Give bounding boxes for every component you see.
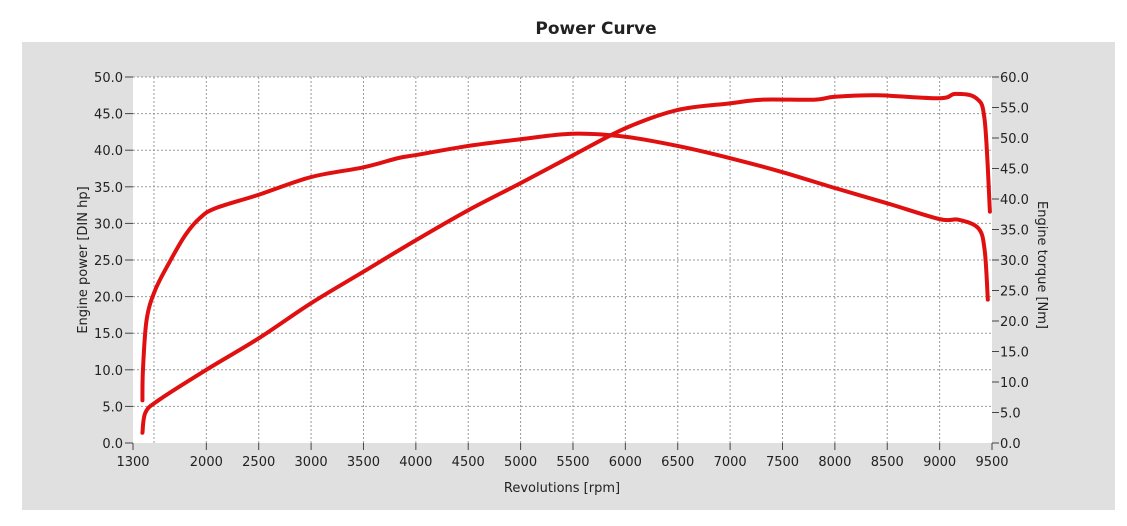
y-tick-label-left: 20.0	[94, 291, 123, 306]
x-tick-label: 7500	[766, 455, 799, 470]
y-tick-label-right: 0.0	[1000, 437, 1021, 452]
axes: 0.0 5.0 10.0 15.0 20.0 25.0 30.0 35.0 40.0 45.0 50…	[94, 71, 1029, 470]
x-tick-label: 2000	[190, 455, 223, 470]
y-tick-label-right: 50.0	[1000, 132, 1029, 147]
x-tick-label: 7000	[714, 455, 747, 470]
x-tick-label: 4500	[452, 455, 485, 470]
x-tick-label: 6000	[609, 455, 642, 470]
y-tick-label-right: 60.0	[1000, 71, 1029, 86]
y-tick-label-left: 15.0	[94, 327, 123, 342]
y-tick-label-right: 5.0	[1000, 407, 1021, 422]
y-tick-label-left: 45.0	[94, 108, 123, 123]
y-tick-label-right: 10.0	[1000, 376, 1029, 391]
x-tick-label: 6500	[661, 455, 694, 470]
x-tick-label: 5000	[504, 455, 537, 470]
engine-torque-line	[140, 131, 990, 403]
engine-power-line	[140, 91, 992, 435]
x-tick-label: 9000	[923, 455, 956, 470]
x-tick-label: 5500	[556, 455, 589, 470]
x-tick-label: 3500	[347, 455, 380, 470]
y-tick-label-left: 35.0	[94, 181, 123, 196]
y-tick-label-right: 35.0	[1000, 224, 1029, 239]
y-tick-label-left: 0.0	[102, 437, 123, 452]
series-group	[140, 91, 992, 435]
x-tick-label: 9500	[975, 455, 1008, 470]
y-tick-label-left: 50.0	[94, 71, 123, 86]
y-tick-label-left: 40.0	[94, 144, 123, 159]
y-tick-label-left: 10.0	[94, 364, 123, 379]
x-tick-label: 8500	[871, 455, 904, 470]
y-tick-label-left: 5.0	[102, 400, 123, 415]
y-axis-label-right: Engine torque [Nm]	[1034, 201, 1049, 329]
y-tick-label-right: 45.0	[1000, 163, 1029, 178]
y-tick-label-right: 30.0	[1000, 254, 1029, 269]
x-tick-label: 2500	[242, 455, 275, 470]
x-tick-label: 1300	[116, 455, 149, 470]
y-axis-label-left: Engine power [DIN hp]	[76, 186, 91, 333]
x-tick-label: 8000	[818, 455, 851, 470]
x-tick-label: 4000	[399, 455, 432, 470]
y-tick-label-right: 55.0	[1000, 102, 1029, 117]
y-tick-label-right: 40.0	[1000, 193, 1029, 208]
grid	[133, 76, 992, 443]
y-tick-label-right: 15.0	[1000, 346, 1029, 361]
y-tick-label-left: 25.0	[94, 254, 123, 269]
y-tick-label-right: 25.0	[1000, 285, 1029, 300]
x-axis-label: Revolutions [rpm]	[504, 481, 620, 496]
y-tick-label-right: 20.0	[1000, 315, 1029, 330]
chart-title: Power Curve	[535, 19, 656, 39]
x-tick-label: 3000	[295, 455, 328, 470]
y-tick-label-left: 30.0	[94, 217, 123, 232]
